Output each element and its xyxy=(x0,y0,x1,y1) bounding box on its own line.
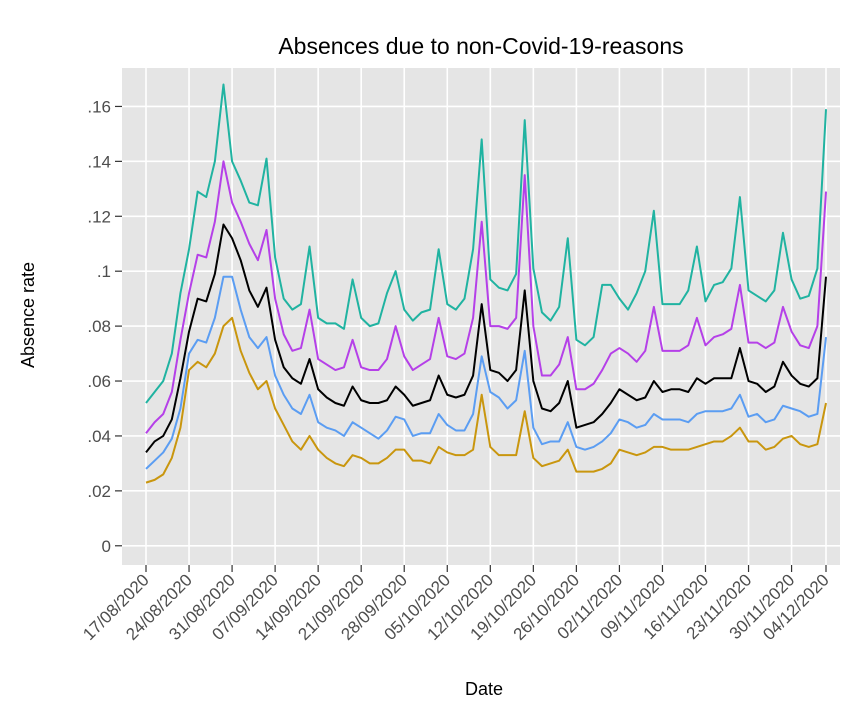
y-tick-label: 0 xyxy=(102,537,111,556)
y-tick-label: .16 xyxy=(87,97,111,116)
y-axis-title: Absence rate xyxy=(18,262,38,368)
y-tick-label: .14 xyxy=(87,152,111,171)
series-line xyxy=(145,275,827,470)
y-tick-label: .06 xyxy=(87,372,111,391)
series-line xyxy=(145,316,827,484)
y-tick-label: .1 xyxy=(97,262,111,281)
y-tick-label: .02 xyxy=(87,482,111,501)
y-tick-label: .08 xyxy=(87,317,111,336)
series-line xyxy=(145,83,827,404)
x-axis-title: Date xyxy=(465,679,503,699)
chart-title: Absences due to non-Covid-19-reasons xyxy=(278,33,683,59)
y-tick-label: .04 xyxy=(87,427,111,446)
y-tick-label: .12 xyxy=(87,207,111,226)
series-line xyxy=(145,223,827,454)
series-line xyxy=(145,160,827,434)
lines xyxy=(145,83,827,484)
